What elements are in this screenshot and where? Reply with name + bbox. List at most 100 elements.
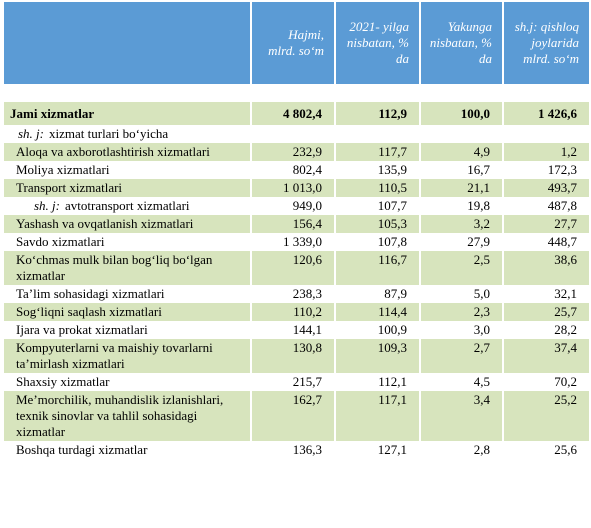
value-cell: 130,8 bbox=[250, 339, 336, 373]
table-row: sh. j: xizmat turlari bo‘yicha bbox=[2, 125, 591, 143]
spacer-row bbox=[2, 84, 591, 102]
row-label: Savdo xizmatlari bbox=[2, 233, 252, 251]
value-cell: 28,2 bbox=[502, 321, 591, 339]
value-cell: 112,9 bbox=[334, 102, 421, 125]
value-cell: 109,3 bbox=[334, 339, 421, 373]
table-header: Hajmi, mlrd. so‘m 2021- yilga nisbatan, … bbox=[2, 2, 591, 84]
value-cell: 1,2 bbox=[502, 143, 591, 161]
table-body: Jami xizmatlar 4 802,4 112,9 100,0 1 426,6 sh… bbox=[2, 84, 591, 459]
header-cell: 2021- yilga nisbatan, % da bbox=[334, 2, 421, 84]
value-cell: 156,4 bbox=[250, 215, 336, 233]
value-cell: 27,7 bbox=[502, 215, 591, 233]
value-cell: 144,1 bbox=[250, 321, 336, 339]
services-table: Hajmi, mlrd. so‘m 2021- yilga nisbatan, … bbox=[2, 2, 591, 459]
value-cell: 107,8 bbox=[334, 233, 421, 251]
value-cell: 110,2 bbox=[250, 303, 336, 321]
row-label: Boshqa turdagi xizmatlar bbox=[2, 441, 252, 459]
value-cell: 114,4 bbox=[334, 303, 421, 321]
value-cell: 802,4 bbox=[250, 161, 336, 179]
value-cell: 1 426,6 bbox=[502, 102, 591, 125]
row-label: Aloqa va axborotlashtirish xizmatlari bbox=[2, 143, 252, 161]
value-cell: 25,7 bbox=[502, 303, 591, 321]
label-text: xizmat turlari bo‘yicha bbox=[49, 126, 169, 141]
header-cell: Hajmi, mlrd. so‘m bbox=[250, 2, 336, 84]
value-cell: 3,0 bbox=[419, 321, 504, 339]
value-cell: 135,9 bbox=[334, 161, 421, 179]
value-cell: 162,7 bbox=[250, 391, 336, 441]
value-cell: 38,6 bbox=[502, 251, 591, 285]
value-cell: 5,0 bbox=[419, 285, 504, 303]
row-label: sh. j: avtotransport xizmatlari bbox=[2, 197, 252, 215]
label-text: Ta’lim sohasidagi xizmatlari bbox=[16, 286, 165, 301]
table-row: Aloqa va axborotlashtirish xizmatlari 232… bbox=[2, 143, 591, 161]
table-row: Shaxsiy xizmatlar 215,7 112,1 4,5 70,2 bbox=[2, 373, 591, 391]
value-cell: 25,6 bbox=[502, 441, 591, 459]
label-text: Savdo xizmatlari bbox=[16, 234, 105, 249]
label-text: Ijara va prokat xizmatlari bbox=[16, 322, 148, 337]
value-cell: 100,0 bbox=[419, 102, 504, 125]
value-cell: 1 013,0 bbox=[250, 179, 336, 197]
value-cell: 215,7 bbox=[250, 373, 336, 391]
value-cell: 2,7 bbox=[419, 339, 504, 373]
label-text: Ko‘chmas mulk bilan bog‘liq bo‘lgan xizm… bbox=[16, 252, 213, 283]
empty-cell bbox=[250, 125, 591, 143]
table-row: Moliya xizmatlari 802,4 135,9 16,7 172,3 bbox=[2, 161, 591, 179]
label-text: Shaxsiy xizmatlar bbox=[16, 374, 110, 389]
header-row: Hajmi, mlrd. so‘m 2021- yilga nisbatan, … bbox=[2, 2, 591, 84]
row-label: Shaxsiy xizmatlar bbox=[2, 373, 252, 391]
value-cell: 2,3 bbox=[419, 303, 504, 321]
value-cell: 3,4 bbox=[419, 391, 504, 441]
value-cell: 120,6 bbox=[250, 251, 336, 285]
row-label: Transport xizmatlari bbox=[2, 179, 252, 197]
row-label: sh. j: xizmat turlari bo‘yicha bbox=[2, 125, 252, 143]
value-cell: 3,2 bbox=[419, 215, 504, 233]
table-row: Sog‘liqni saqlash xizmatlari 110,2 114,4 2,… bbox=[2, 303, 591, 321]
label-text: Kompyuterlarni va maishiy tovarlarni ta’… bbox=[16, 340, 213, 371]
table-row: Boshqa turdagi xizmatlar 136,3 127,1 2,8 25,… bbox=[2, 441, 591, 459]
value-cell: 37,4 bbox=[502, 339, 591, 373]
table-row: Savdo xizmatlari 1 339,0 107,8 27,9 448,7 bbox=[2, 233, 591, 251]
value-cell: 116,7 bbox=[334, 251, 421, 285]
label-text: Boshqa turdagi xizmatlar bbox=[16, 442, 148, 457]
label-text: Transport xizmatlari bbox=[16, 180, 123, 195]
label-text: Moliya xizmatlari bbox=[16, 162, 110, 177]
value-cell: 107,7 bbox=[334, 197, 421, 215]
value-cell: 25,2 bbox=[502, 391, 591, 441]
label-prefix: sh. j: bbox=[34, 198, 60, 213]
value-cell: 2,8 bbox=[419, 441, 504, 459]
label-text: Aloqa va axborotlashtirish xizmatlari bbox=[16, 144, 210, 159]
row-label: Me’morchilik, muhandislik izlanishlari, … bbox=[2, 391, 252, 441]
spacer-cell bbox=[2, 84, 591, 102]
value-cell: 117,1 bbox=[334, 391, 421, 441]
label-text: avtotransport xizmatlari bbox=[65, 198, 190, 213]
value-cell: 4,9 bbox=[419, 143, 504, 161]
value-cell: 27,9 bbox=[419, 233, 504, 251]
header-cell: sh.j: qishloq joylarida mlrd. so‘m bbox=[502, 2, 591, 84]
value-cell: 4,5 bbox=[419, 373, 504, 391]
label-text: Jami xizmatlar bbox=[10, 106, 95, 121]
value-cell: 21,1 bbox=[419, 179, 504, 197]
value-cell: 493,7 bbox=[502, 179, 591, 197]
row-label: Ijara va prokat xizmatlari bbox=[2, 321, 252, 339]
table-row: Ta’lim sohasidagi xizmatlari 238,3 87,9 5,0… bbox=[2, 285, 591, 303]
value-cell: 487,8 bbox=[502, 197, 591, 215]
table-row: Ijara va prokat xizmatlari 144,1 100,9 3,0 2… bbox=[2, 321, 591, 339]
label-text: Yashash va ovqatlanish xizmatlari bbox=[16, 216, 194, 231]
value-cell: 232,9 bbox=[250, 143, 336, 161]
value-cell: 87,9 bbox=[334, 285, 421, 303]
table-row: Me’morchilik, muhandislik izlanishlari, … bbox=[2, 391, 591, 441]
value-cell: 127,1 bbox=[334, 441, 421, 459]
label-prefix: sh. j: bbox=[18, 126, 44, 141]
value-cell: 949,0 bbox=[250, 197, 336, 215]
row-label: Ta’lim sohasidagi xizmatlari bbox=[2, 285, 252, 303]
value-cell: 16,7 bbox=[419, 161, 504, 179]
row-label: Kompyuterlarni va maishiy tovarlarni ta’… bbox=[2, 339, 252, 373]
row-label: Sog‘liqni saqlash xizmatlari bbox=[2, 303, 252, 321]
table-row: Jami xizmatlar 4 802,4 112,9 100,0 1 426,6 bbox=[2, 102, 591, 125]
value-cell: 136,3 bbox=[250, 441, 336, 459]
row-label: Jami xizmatlar bbox=[2, 102, 252, 125]
value-cell: 105,3 bbox=[334, 215, 421, 233]
table-row: sh. j: avtotransport xizmatlari 949,0 107,7… bbox=[2, 197, 591, 215]
header-cell: Yakunga nisbatan, % da bbox=[419, 2, 504, 84]
